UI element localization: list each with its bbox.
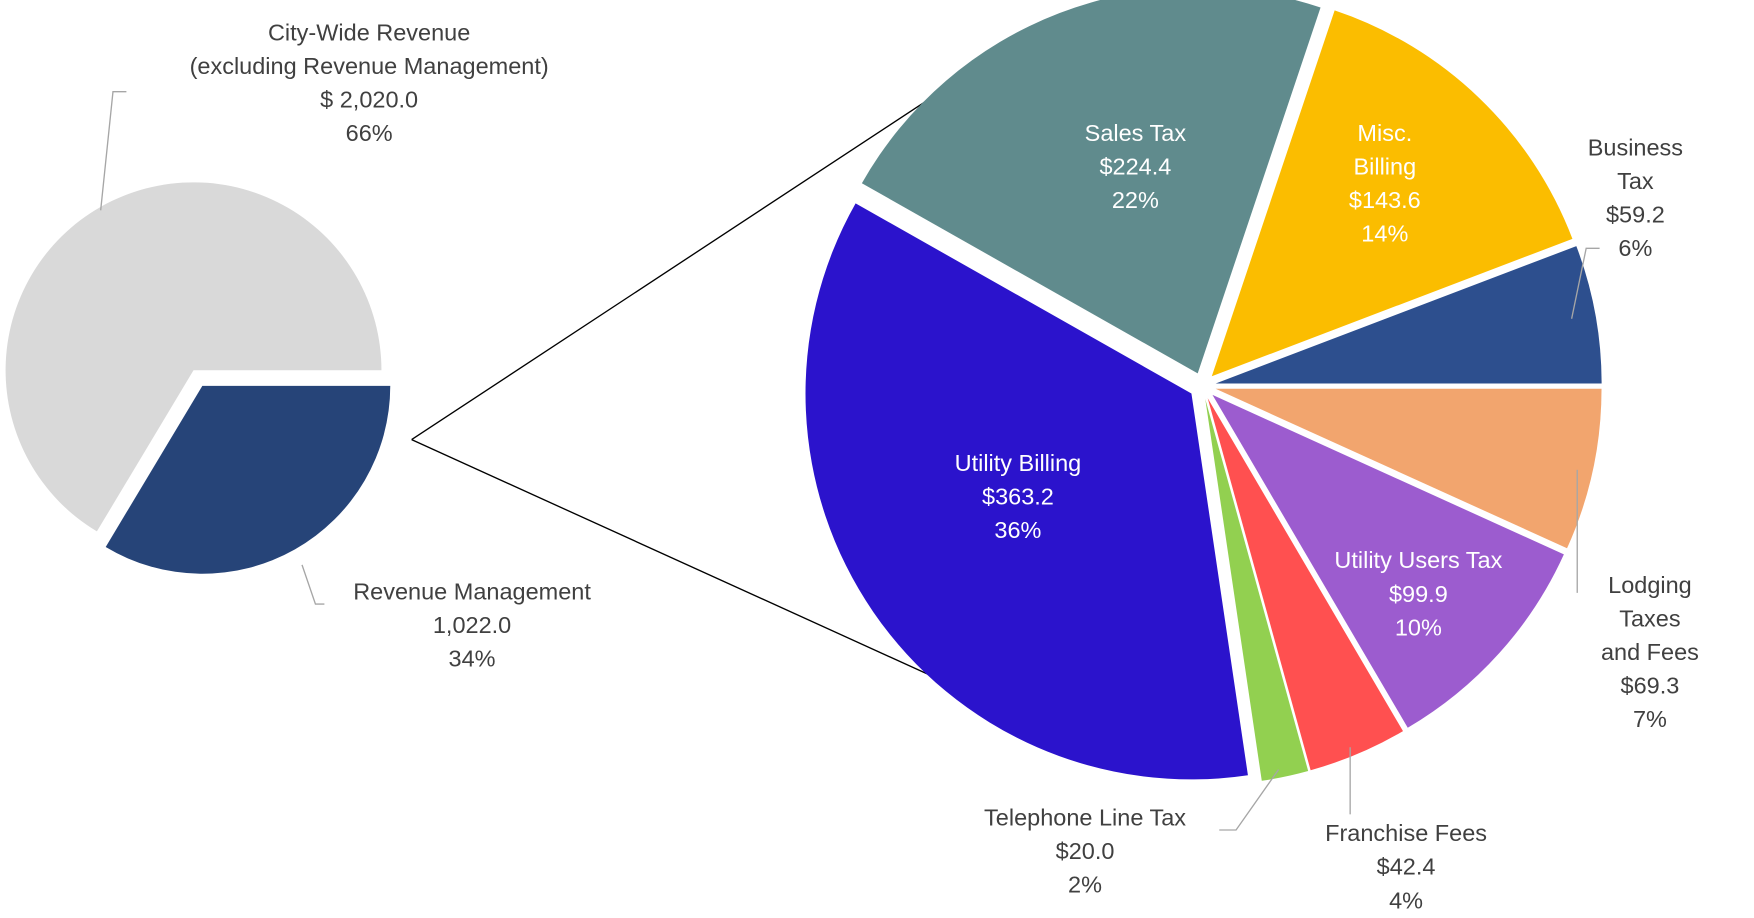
value-label: $ 2,020.0: [320, 87, 419, 113]
data-label: Sales Tax $224.4 22%: [1085, 117, 1186, 218]
pie-slice: [861, 0, 1321, 374]
data-label: Lodging Taxes and Fees $69.3 7%: [1598, 569, 1702, 737]
percent-label: 7%: [1632, 706, 1667, 733]
percent-label: 66%: [345, 120, 393, 147]
value-label: $224.4: [1099, 154, 1172, 181]
pie-slice: [1211, 10, 1573, 377]
pie-slice: [1215, 246, 1602, 384]
value-label: $99.9: [1388, 581, 1448, 608]
pie-slice: [5, 182, 382, 532]
category-label: Sales Tax: [1084, 120, 1187, 147]
value-label: $363.2: [981, 484, 1054, 511]
category-label: Revenue Management: [353, 579, 591, 606]
value-label: $69.3: [1620, 673, 1680, 700]
connector-line: [411, 438, 952, 686]
data-label: Misc. Billing $143.6 14%: [1349, 117, 1421, 251]
pie-slice: [1207, 398, 1404, 771]
value-label: $143.6: [1348, 187, 1421, 214]
leader-line: [1570, 247, 1600, 319]
category-label: Franchise Fees: [1325, 821, 1488, 847]
category-label: Telephone Line Tax: [984, 805, 1187, 832]
percent-label: 36%: [994, 517, 1042, 544]
leader-line: [100, 91, 127, 211]
percent-label: 34%: [448, 646, 496, 673]
data-label: Utility Users Tax $99.9 10%: [1334, 545, 1502, 646]
category-label: Lodging Taxes and Fees: [1600, 572, 1699, 666]
percent-label: 4%: [1389, 888, 1424, 914]
category-label: Utility Billing: [954, 450, 1082, 477]
data-label: Utility Billing $363.2 36%: [955, 447, 1082, 548]
pie-slice: [805, 203, 1248, 780]
percent-label: 22%: [1111, 187, 1159, 214]
category-label: Business Tax: [1587, 135, 1684, 195]
category-label: City-Wide Revenue (excluding Revenue Man…: [189, 20, 549, 80]
data-label: Revenue Management 1,022.0 34%: [353, 576, 591, 677]
pie-slice: [1205, 399, 1309, 781]
pie-slice: [1212, 394, 1564, 728]
percent-label: 10%: [1394, 615, 1442, 641]
category-label: Misc. Billing: [1353, 120, 1417, 181]
value-label: $59.2: [1605, 202, 1665, 229]
data-label: Business Tax $59.2 6%: [1576, 132, 1695, 266]
category-label: Utility Users Tax: [1334, 548, 1503, 574]
data-label: City-Wide Revenue (excluding Revenue Man…: [190, 17, 549, 151]
percent-label: 2%: [1068, 872, 1103, 899]
leader-line: [301, 564, 325, 605]
pie-slice: [1215, 388, 1602, 549]
data-label: Franchise Fees $42.4 4%: [1325, 818, 1487, 918]
pie-slice: [105, 385, 391, 574]
data-label: Telephone Line Tax $20.0 2%: [984, 802, 1186, 903]
percent-label: 14%: [1361, 221, 1409, 248]
leader-line: [1219, 769, 1280, 831]
leader-lines: [100, 91, 1600, 831]
value-label: 1,022.0: [432, 612, 512, 639]
percent-label: 6%: [1618, 236, 1653, 262]
value-label: $42.4: [1376, 854, 1436, 881]
connector-line: [411, 75, 965, 441]
value-label: $20.0: [1055, 838, 1115, 865]
